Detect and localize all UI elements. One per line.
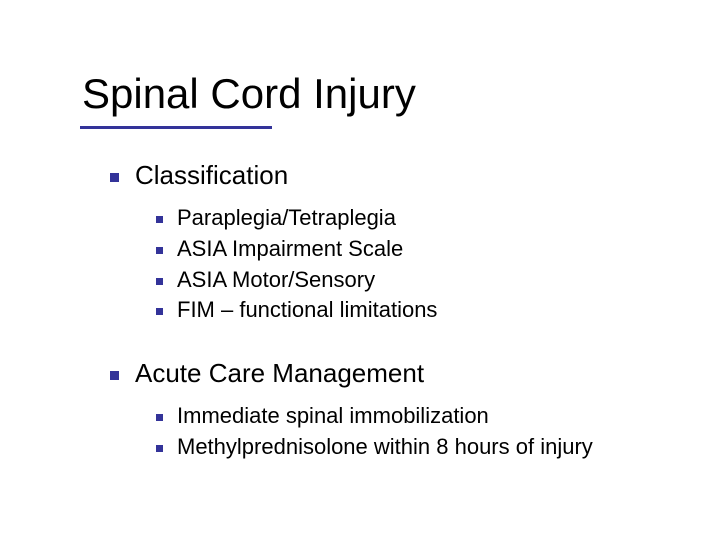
slide-body: Classification Paraplegia/Tetraplegia AS… [110, 158, 670, 463]
square-bullet-icon [156, 308, 163, 315]
square-bullet-icon [110, 173, 119, 182]
section-heading-text: Acute Care Management [135, 356, 670, 391]
section-heading-text: Classification [135, 158, 670, 193]
list-item: ASIA Impairment Scale [156, 234, 670, 265]
section-heading: Acute Care Management [110, 356, 670, 391]
list-item: Paraplegia/Tetraplegia [156, 203, 670, 234]
list-item-text: Immediate spinal immobilization [177, 401, 670, 432]
square-bullet-icon [156, 445, 163, 452]
list-item-text: Paraplegia/Tetraplegia [177, 203, 670, 234]
list-item-text: ASIA Impairment Scale [177, 234, 670, 265]
square-bullet-icon [156, 247, 163, 254]
spacer [110, 326, 670, 356]
title-underline [80, 126, 272, 129]
square-bullet-icon [156, 216, 163, 223]
square-bullet-icon [156, 414, 163, 421]
list-item: Methylprednisolone within 8 hours of inj… [156, 432, 670, 463]
slide-title: Spinal Cord Injury [82, 70, 416, 118]
square-bullet-icon [110, 371, 119, 380]
section-heading: Classification [110, 158, 670, 193]
list-item-text: FIM – functional limitations [177, 295, 670, 326]
list-item: FIM – functional limitations [156, 295, 670, 326]
list-item: ASIA Motor/Sensory [156, 265, 670, 296]
list-item-text: Methylprednisolone within 8 hours of inj… [177, 432, 670, 463]
list-item: Immediate spinal immobilization [156, 401, 670, 432]
square-bullet-icon [156, 278, 163, 285]
list-item-text: ASIA Motor/Sensory [177, 265, 670, 296]
slide: Spinal Cord Injury Classification Parapl… [0, 0, 720, 540]
